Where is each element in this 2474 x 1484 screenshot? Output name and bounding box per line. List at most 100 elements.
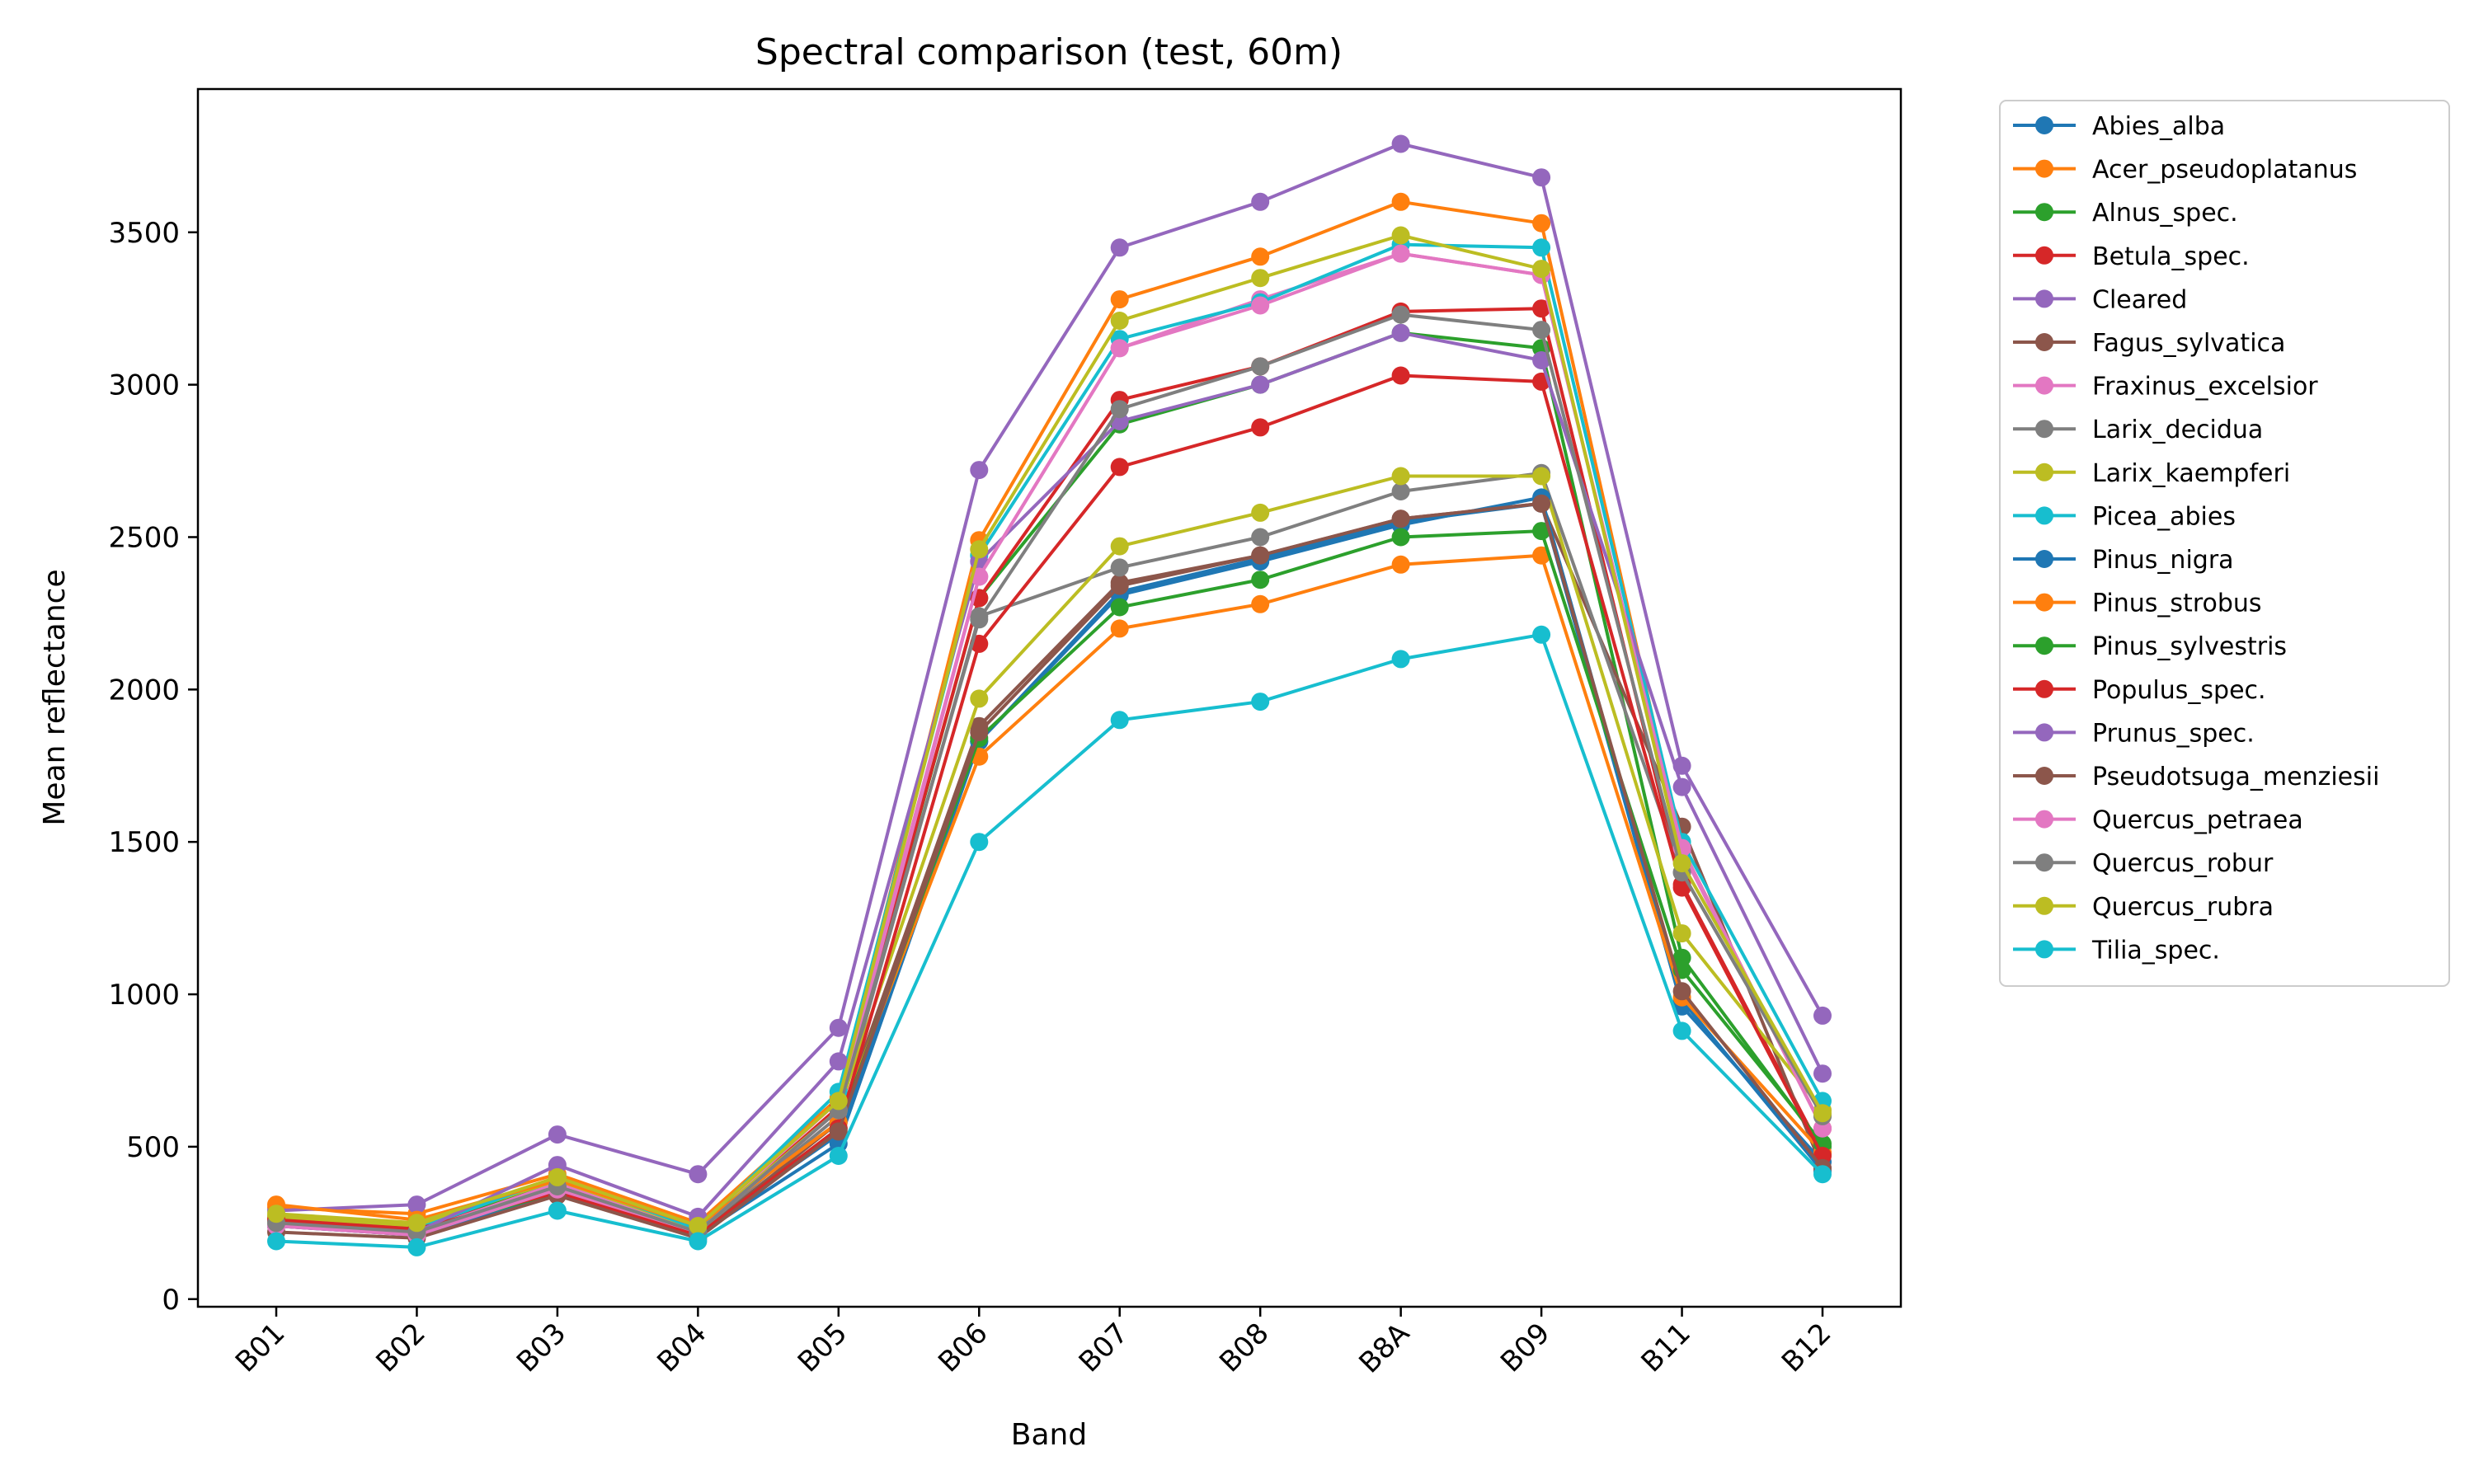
legend-label: Pinus_sylvestris [2092, 632, 2287, 661]
series-line [275, 553, 1824, 1228]
legend-swatch-marker [2035, 896, 2053, 915]
chart-title: Spectral comparison (test, 60m) [755, 31, 1343, 73]
legend-label: Quercus_robur [2092, 849, 2274, 878]
legend-swatch-marker [2035, 810, 2053, 829]
data-point [1110, 458, 1129, 477]
series-line [275, 312, 1824, 1234]
y-tick-label: 1000 [108, 979, 180, 1012]
data-point [1251, 571, 1270, 589]
series-line [275, 632, 1824, 1249]
legend-swatch-marker [2035, 159, 2053, 178]
plot-series [267, 134, 1832, 1256]
data-point [1391, 510, 1410, 528]
data-point [1532, 625, 1551, 644]
data-point [1251, 375, 1270, 394]
data-point [689, 1232, 708, 1251]
data-point [1110, 339, 1129, 358]
legend-label: Prunus_spec. [2092, 719, 2255, 748]
data-point [548, 1167, 567, 1186]
data-point [970, 689, 989, 708]
legend-swatch-marker [2035, 333, 2053, 351]
legend-item: Quercus_rubra [2013, 893, 2274, 922]
data-point [970, 461, 989, 480]
data-point [1672, 854, 1691, 873]
legend-swatch-marker [2035, 550, 2053, 568]
series-line [275, 142, 1824, 1213]
legend-item: Larix_kaempferi [2013, 459, 2290, 488]
legend-item: Prunus_spec. [2013, 719, 2255, 748]
legend-label: Populus_spec. [2092, 676, 2266, 705]
data-point [689, 1217, 708, 1235]
data-point [1391, 226, 1410, 245]
legend-item: Fraxinus_excelsior [2013, 373, 2318, 402]
plot-area-frame [196, 87, 1903, 1308]
legend-label: Larix_decidua [2092, 416, 2263, 444]
legend-swatch-marker [2035, 506, 2053, 525]
legend-label: Quercus_rubra [2092, 893, 2274, 922]
legend-swatch-marker [2035, 593, 2053, 612]
legend: Abies_alba Acer_pseudoplatanus Alnus_spec.… [1999, 100, 2450, 987]
legend-swatch-marker [2035, 723, 2053, 742]
data-point [1672, 982, 1691, 1001]
data-point [970, 723, 989, 742]
data-point [1110, 537, 1129, 556]
data-point [829, 1092, 848, 1111]
data-point [829, 1018, 848, 1037]
series-line [275, 200, 1824, 1225]
legend-label: Fraxinus_excelsior [2092, 373, 2318, 402]
legend-label: Alnus_spec. [2092, 199, 2238, 228]
legend-item: Tilia_spec. [2013, 936, 2220, 965]
legend-item: Alnus_spec. [2013, 199, 2238, 228]
data-point [1110, 558, 1129, 577]
data-point [1532, 299, 1551, 318]
legend-item: Pinus_strobus [2013, 589, 2262, 618]
legend-item: Quercus_robur [2013, 849, 2274, 878]
data-point [1110, 290, 1129, 309]
legend-label: Fagus_sylvatica [2092, 329, 2285, 358]
legend-item: Pinus_sylvestris [2013, 632, 2287, 661]
legend-label: Tilia_spec. [2091, 936, 2220, 965]
data-point [829, 1122, 848, 1141]
y-tick-label: 2500 [108, 521, 180, 554]
legend-item: Pinus_nigra [2013, 546, 2234, 575]
data-point [1391, 467, 1410, 486]
data-point [1251, 594, 1270, 613]
legend-label: Larix_kaempferi [2092, 459, 2290, 488]
data-point [407, 1195, 426, 1214]
data-point [829, 1052, 848, 1071]
data-point [548, 1201, 567, 1220]
data-point [1251, 296, 1270, 315]
data-point [1110, 598, 1129, 617]
legend-label: Pinus_nigra [2092, 546, 2234, 575]
legend-label: Abies_alba [2092, 112, 2225, 141]
data-point [1391, 134, 1410, 153]
legend-label: Acer_pseudoplatanus [2092, 156, 2357, 185]
data-point [1251, 546, 1270, 565]
data-point [1110, 400, 1129, 419]
data-point [1672, 1021, 1691, 1040]
legend-swatch-marker [2035, 853, 2053, 872]
data-point [267, 1205, 285, 1223]
data-point [1110, 619, 1129, 638]
y-tick-label: 3000 [108, 369, 180, 402]
data-point [1391, 366, 1410, 385]
series-tilia-spec- [267, 625, 1832, 1256]
legend-swatch-marker [2035, 420, 2053, 439]
legend-swatch-marker [2035, 246, 2053, 265]
legend-swatch-marker [2035, 376, 2053, 395]
legend-item: Pseudotsuga_menziesii [2013, 763, 2379, 791]
data-point [1532, 321, 1551, 340]
legend-swatch-marker [2035, 940, 2053, 959]
data-point [1391, 192, 1410, 211]
data-point [1532, 494, 1551, 513]
data-point [548, 1125, 567, 1144]
data-point [1391, 528, 1410, 547]
x-axis-label: Band [1011, 1418, 1087, 1452]
legend-item: Cleared [2013, 285, 2187, 314]
legend-swatch-marker [2035, 116, 2053, 134]
data-point [970, 610, 989, 629]
legend-item: Betula_spec. [2013, 242, 2250, 271]
data-point [1251, 247, 1270, 266]
series-line [275, 501, 1824, 1240]
